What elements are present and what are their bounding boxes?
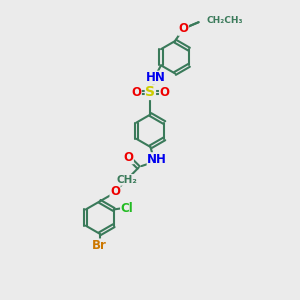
Text: NH: NH	[147, 153, 167, 166]
Text: S: S	[146, 85, 155, 99]
Text: O: O	[131, 86, 141, 99]
Text: O: O	[178, 22, 188, 35]
Text: O: O	[123, 151, 133, 164]
Text: CH₂: CH₂	[117, 175, 138, 185]
Text: HN: HN	[146, 71, 166, 84]
Text: O: O	[160, 86, 170, 99]
Text: Cl: Cl	[121, 202, 134, 214]
Text: Br: Br	[92, 239, 107, 252]
Text: CH₂CH₃: CH₂CH₃	[207, 16, 243, 25]
Text: O: O	[110, 184, 120, 198]
